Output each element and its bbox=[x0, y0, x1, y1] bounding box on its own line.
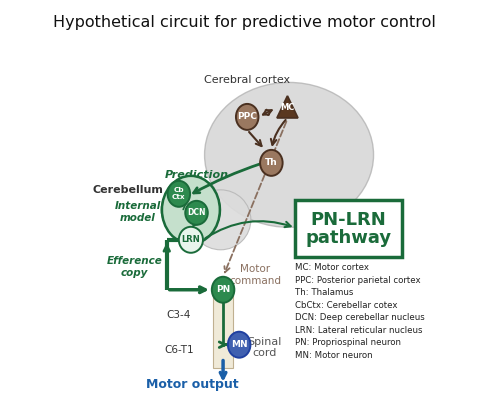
Text: Internal
model: Internal model bbox=[115, 200, 161, 223]
Text: Cb
Ctx: Cb Ctx bbox=[172, 187, 185, 200]
Ellipse shape bbox=[162, 176, 220, 244]
Text: pathway: pathway bbox=[305, 229, 392, 247]
Ellipse shape bbox=[260, 150, 283, 176]
Text: MN: Motor neuron: MN: Motor neuron bbox=[296, 351, 373, 360]
Text: Efference
copy: Efference copy bbox=[107, 255, 163, 278]
Circle shape bbox=[162, 181, 220, 239]
Text: C3-4: C3-4 bbox=[166, 310, 191, 320]
Polygon shape bbox=[277, 96, 298, 118]
Ellipse shape bbox=[212, 277, 234, 303]
Text: MN: MN bbox=[231, 340, 247, 349]
Text: Motor
command: Motor command bbox=[229, 264, 281, 286]
Ellipse shape bbox=[167, 181, 190, 207]
Text: Cerebellum: Cerebellum bbox=[93, 185, 163, 195]
Text: PN: Propriospinal neuron: PN: Propriospinal neuron bbox=[296, 338, 402, 347]
Text: MC: Motor cortex: MC: Motor cortex bbox=[296, 263, 369, 272]
Ellipse shape bbox=[204, 83, 373, 227]
Ellipse shape bbox=[236, 104, 259, 130]
Ellipse shape bbox=[228, 332, 250, 358]
Text: Hypothetical circuit for predictive motor control: Hypothetical circuit for predictive moto… bbox=[53, 15, 435, 30]
Ellipse shape bbox=[185, 201, 208, 225]
Text: PN-LRN: PN-LRN bbox=[311, 211, 386, 229]
Text: MC: MC bbox=[280, 103, 295, 112]
Text: PPC: Posterior parietal cortex: PPC: Posterior parietal cortex bbox=[296, 276, 421, 285]
Text: DCN: DCN bbox=[187, 208, 206, 217]
Text: Th: Th bbox=[265, 158, 278, 167]
Text: PN: PN bbox=[216, 285, 230, 294]
Text: C6-T1: C6-T1 bbox=[164, 345, 194, 355]
Text: Prediction: Prediction bbox=[164, 170, 228, 180]
Text: Th: Thalamus: Th: Thalamus bbox=[296, 288, 354, 297]
Ellipse shape bbox=[190, 190, 251, 250]
Ellipse shape bbox=[179, 227, 203, 253]
Bar bbox=[296, 200, 402, 257]
Text: PPC: PPC bbox=[237, 112, 257, 121]
Text: DCN: Deep cerebellar nucleus: DCN: Deep cerebellar nucleus bbox=[296, 313, 425, 322]
Text: Cerebral cortex: Cerebral cortex bbox=[204, 75, 290, 85]
Text: CbCtx: Cerebellar cotex: CbCtx: Cerebellar cotex bbox=[296, 301, 398, 310]
Text: Motor output: Motor output bbox=[146, 378, 239, 391]
Text: Spinal
cord: Spinal cord bbox=[248, 337, 282, 358]
Text: LRN: Lateral reticular nucleus: LRN: Lateral reticular nucleus bbox=[296, 326, 423, 335]
Text: LRN: LRN bbox=[182, 235, 200, 244]
Bar bbox=[213, 295, 233, 368]
